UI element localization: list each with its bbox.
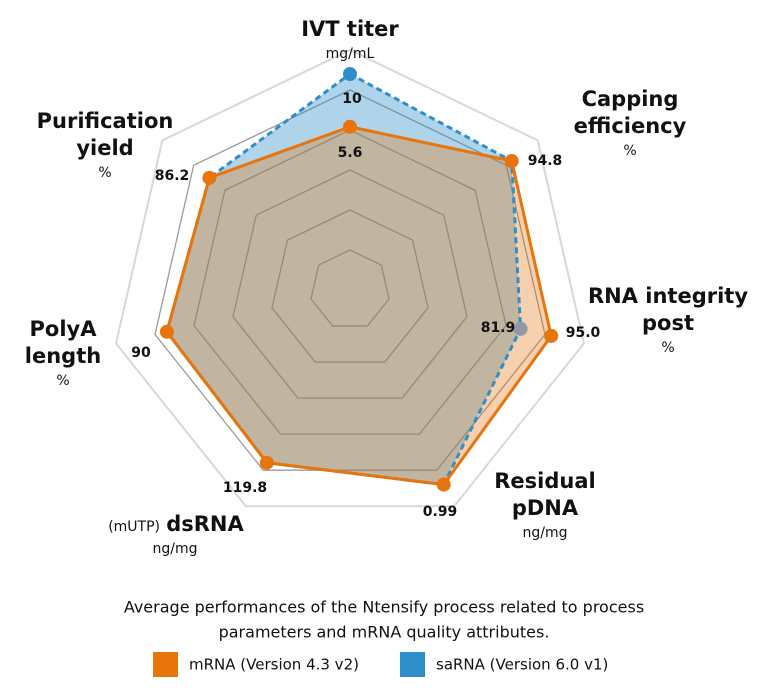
axis-label: IVT titer [301,17,399,41]
data-point [343,119,357,134]
legend-swatch [153,652,178,677]
axis-unit: ng/mg [152,541,197,557]
series-area [166,126,552,485]
axis-unit: % [623,143,636,159]
legend-label: mRNA (Version 4.3 v2) [189,656,359,674]
value-label: 119.8 [223,480,267,496]
data-point [513,321,528,336]
series-line [165,125,553,487]
caption: parameters and mRNA quality attributes. [219,623,550,642]
axis-unit: % [661,340,674,356]
legend-swatch [400,652,425,677]
value-label: 5.6 [338,145,363,161]
axis-label: pDNA [512,496,579,520]
caption: Average performances of the Ntensify pro… [124,598,644,617]
axis-label: yield [76,136,133,160]
data-point [202,170,217,185]
axis-label: post [642,311,694,335]
grid-ring [310,249,390,327]
axis-label: length [25,344,101,368]
axis-unit: % [56,373,69,389]
grid-ring [271,209,429,363]
legend-label: saRNA (Version 6.0 v1) [436,656,608,674]
axis-unit: ng/mg [522,525,567,541]
axis-label-prefix: (mUTP) [108,519,160,535]
value-label: 10 [342,91,362,107]
axis-label: RNA integrity [588,284,748,308]
value-label: 94.8 [528,153,563,169]
value-label: 90 [131,345,151,361]
value-label: 0.99 [423,504,458,520]
axis-unit: mg/mL [326,46,375,62]
data-point [259,455,274,470]
data-point [159,324,174,339]
axis-label: dsRNA [166,512,244,536]
value-label: 81.9 [481,320,516,336]
value-label: 95.0 [566,325,601,341]
data-point [544,328,559,343]
axis-label: Purification [37,109,174,133]
grid-ring [154,89,546,471]
data-point [343,67,357,81]
data-point [436,477,451,492]
grid-ring [232,169,468,399]
axis-label: PolyA [30,317,98,341]
axis-label: Capping [582,87,679,111]
value-label: 86.2 [155,168,190,184]
axis-label: efficiency [574,114,687,138]
axis-unit: % [98,165,111,181]
grid-ring [193,129,507,435]
data-point [504,154,519,169]
axis-label: Residual [494,469,595,493]
series-area [166,74,521,485]
grid-ring [114,48,586,508]
